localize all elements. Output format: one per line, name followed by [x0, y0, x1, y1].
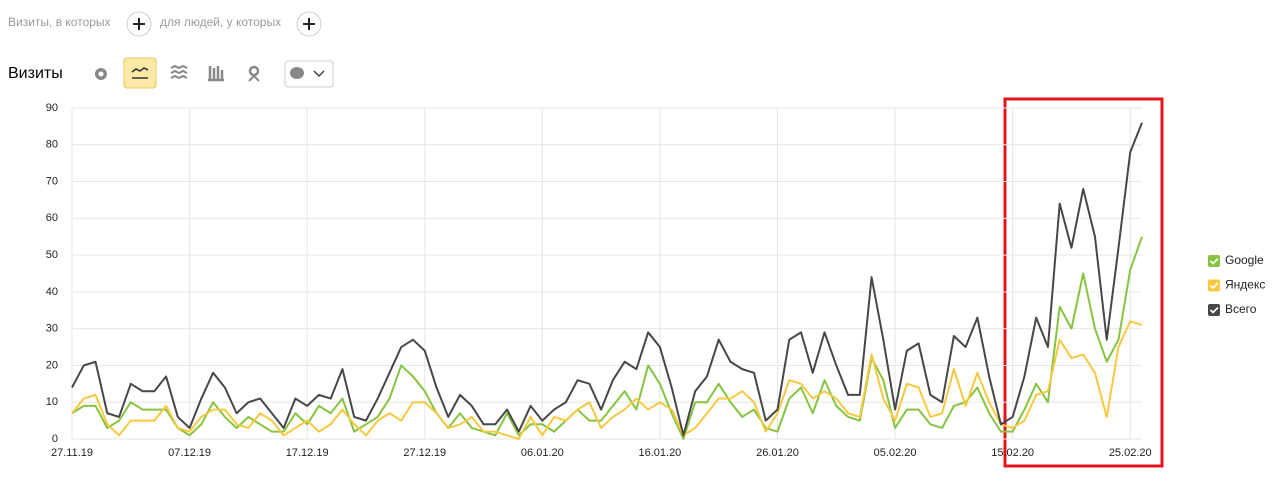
- x-tick-label: 25.02.20: [1109, 447, 1152, 459]
- highlight-box: [1003, 97, 1164, 468]
- x-tick-label: 27.12.19: [403, 447, 446, 459]
- legend-check: [1209, 257, 1219, 265]
- legend-label: Google: [1225, 253, 1264, 267]
- x-tick-label: 06.01.20: [521, 447, 564, 459]
- legend-label: Яндекс: [1225, 278, 1265, 292]
- area-icon[interactable]: [170, 64, 188, 80]
- add-button[interactable]: [126, 11, 152, 37]
- y-tick-label: 10: [46, 396, 58, 408]
- y-tick-label: 50: [46, 249, 58, 261]
- legend-checkbox[interactable]: [1208, 304, 1220, 316]
- y-tick-label: 80: [46, 139, 58, 151]
- map-icon[interactable]: [248, 65, 260, 82]
- y-tick-label: 20: [46, 359, 58, 371]
- x-tick-label: 15.02.20: [991, 447, 1034, 459]
- y-tick-label: 30: [46, 323, 58, 335]
- chart-title: Визиты: [8, 65, 63, 82]
- legend-check: [1209, 282, 1219, 290]
- x-tick-label: 16.01.20: [638, 447, 681, 459]
- x-tick-label: 07.12.19: [168, 447, 211, 459]
- legend-checkbox[interactable]: [1208, 255, 1220, 267]
- filter-label: Визиты, в которых: [8, 15, 111, 29]
- y-tick-label: 40: [46, 286, 58, 298]
- y-tick-label: 60: [46, 212, 58, 224]
- series-line: [71, 320, 1143, 440]
- x-tick-label: 17.12.19: [286, 447, 329, 459]
- series-line: [71, 122, 1143, 437]
- add-button[interactable]: [296, 11, 322, 37]
- x-tick-label: 05.02.20: [874, 447, 917, 459]
- y-tick-label: 90: [46, 102, 58, 114]
- y-tick-label: 70: [46, 175, 58, 187]
- filter-label: для людей, у которых: [160, 15, 281, 29]
- line-icon[interactable]: [123, 57, 157, 89]
- x-tick-label: 26.01.20: [756, 447, 799, 459]
- legend-checkbox[interactable]: [1208, 279, 1220, 292]
- bar-icon[interactable]: [208, 66, 224, 82]
- comment-dropdown[interactable]: [284, 60, 334, 88]
- legend-check: [1209, 306, 1219, 314]
- pie-icon[interactable]: [95, 68, 107, 80]
- x-tick-label: 27.11.19: [51, 447, 93, 459]
- legend-label: Всего: [1225, 302, 1257, 316]
- y-tick-label: 0: [52, 433, 58, 445]
